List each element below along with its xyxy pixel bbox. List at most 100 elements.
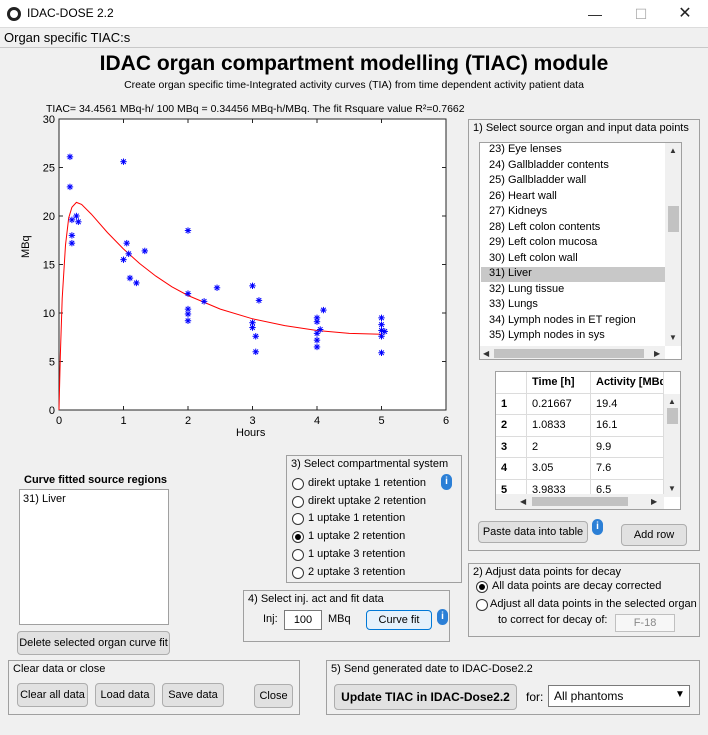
table-scroll-up-icon[interactable]: ▲ bbox=[668, 397, 676, 406]
data-point-34 bbox=[378, 314, 385, 322]
organ-list-vscrollbar[interactable]: ▲ ▼ bbox=[665, 143, 681, 346]
data-point-7 bbox=[120, 158, 127, 165]
compartment-radio[interactable] bbox=[292, 495, 304, 508]
scroll-thumb[interactable] bbox=[668, 206, 679, 232]
table-cell[interactable]: 3.05 bbox=[527, 458, 591, 480]
curve-fitted-item[interactable]: 31) Liver bbox=[23, 493, 66, 505]
clear-all-data-button[interactable]: Clear all data bbox=[17, 683, 88, 707]
phantom-select[interactable]: All phantoms ▼ bbox=[548, 685, 690, 707]
organ-listbox[interactable]: 23) Eye lenses 24) Gallbladder contents 25… bbox=[479, 142, 682, 360]
load-data-button[interactable]: Load data bbox=[95, 683, 155, 707]
nuclide-input[interactable]: F-18 bbox=[615, 614, 675, 632]
scroll-left-icon[interactable]: ◀ bbox=[483, 349, 490, 358]
data-point-32 bbox=[317, 326, 324, 333]
organ-list-item[interactable]: 24) Gallbladder contents bbox=[489, 158, 609, 171]
x-tick-label-2: 2 bbox=[185, 415, 191, 427]
table-cell[interactable]: 9.9 bbox=[591, 436, 664, 458]
organ-list-item[interactable]: 25) Gallbladder wall bbox=[489, 174, 587, 186]
table-scroll-thumb[interactable] bbox=[667, 408, 678, 424]
table-cell[interactable]: 4 bbox=[496, 458, 527, 480]
decay-corrected-radio[interactable] bbox=[476, 581, 488, 593]
table-cell[interactable]: 2 bbox=[496, 415, 527, 437]
table-hscroll-thumb[interactable] bbox=[532, 497, 628, 506]
paste-info-icon[interactable]: i bbox=[592, 519, 603, 535]
scroll-down-icon[interactable]: ▼ bbox=[669, 333, 677, 342]
paste-data-button[interactable]: Paste data into table bbox=[478, 521, 588, 543]
table-header-cell: Time [h] bbox=[527, 372, 591, 394]
organ-list-item[interactable]: 27) Kidneys bbox=[489, 205, 548, 217]
send-panel-title: 5) Send generated date to IDAC-Dose2.2 bbox=[331, 663, 533, 675]
organ-list-item[interactable]: 31) Liver bbox=[489, 267, 532, 279]
organ-list-hscrollbar[interactable]: ◀ ▶ bbox=[480, 346, 665, 359]
delete-curve-fit-button[interactable]: Delete selected organ curve fit bbox=[17, 631, 170, 655]
table-scroll-down-icon[interactable]: ▼ bbox=[668, 484, 676, 493]
hscroll-thumb[interactable] bbox=[494, 349, 644, 358]
data-point-30 bbox=[313, 336, 321, 344]
curve-fitted-listbox[interactable]: 31) Liver bbox=[19, 489, 169, 625]
table-cell[interactable]: 0.21667 bbox=[527, 393, 591, 415]
table-cell[interactable]: 19.4 bbox=[591, 393, 664, 415]
table-vscrollbar[interactable]: ▲ ▼ bbox=[664, 394, 680, 497]
compartment-radio[interactable] bbox=[292, 531, 304, 544]
data-point-5 bbox=[73, 212, 80, 220]
tiac-result-text: TIAC= 34.4561 MBq-h/ 100 MBq = 0.34456 M… bbox=[46, 103, 465, 115]
inj-activity-input[interactable]: 100 bbox=[284, 610, 322, 630]
close-icon[interactable]: ✕ bbox=[678, 5, 692, 22]
maximize-icon[interactable]: ☐ bbox=[634, 6, 648, 22]
close-button[interactable]: Close bbox=[254, 684, 293, 708]
data-point-15 bbox=[184, 290, 192, 297]
data-point-18 bbox=[184, 317, 192, 324]
curve-fit-info-icon[interactable]: i bbox=[437, 609, 448, 625]
table-cell[interactable]: 2 bbox=[527, 436, 591, 458]
organ-list-item[interactable]: 26) Heart wall bbox=[489, 189, 557, 202]
data-point-37 bbox=[378, 333, 385, 340]
compartment-radio[interactable] bbox=[292, 566, 304, 579]
table-scroll-left-icon[interactable]: ◀ bbox=[520, 497, 527, 506]
table-hscrollbar[interactable]: ◀ ▶ bbox=[496, 494, 664, 509]
minimize-icon[interactable]: — bbox=[588, 6, 602, 22]
clear-panel-title: Clear data or close bbox=[13, 663, 106, 675]
compartment-option-label: direkt uptake 2 retention bbox=[308, 494, 427, 507]
organ-list-item[interactable]: 28) Left colon contents bbox=[489, 220, 601, 233]
compartment-info-icon[interactable]: i bbox=[441, 474, 452, 490]
data-point-1 bbox=[66, 183, 74, 191]
save-data-button[interactable]: Save data bbox=[162, 683, 224, 707]
organ-list-item[interactable]: 30) Left colon wall bbox=[489, 251, 578, 264]
table-cell[interactable]: 7.6 bbox=[591, 458, 664, 480]
menu-organ-tiac[interactable]: Organ specific TIAC:s bbox=[4, 30, 131, 45]
organ-selection-highlight bbox=[481, 266, 665, 282]
organ-list-item[interactable]: 35) Lymph nodes in sys bbox=[489, 329, 605, 341]
compartment-radio[interactable] bbox=[292, 478, 304, 490]
update-tiac-button[interactable]: Update TIAC in IDAC-Dose2.2 bbox=[334, 684, 517, 710]
compartment-option-label: 1 uptake 3 retention bbox=[308, 547, 406, 560]
organ-list-item[interactable]: 32) Lung tissue bbox=[489, 282, 565, 295]
send-panel: 5) Send generated date to IDAC-Dose2.2 bbox=[326, 660, 700, 715]
y-axis-label: MBq bbox=[20, 235, 32, 258]
table-cell[interactable]: 1 bbox=[496, 393, 527, 415]
data-point-9 bbox=[123, 239, 130, 247]
compartment-radio[interactable] bbox=[292, 548, 304, 561]
scroll-up-icon[interactable]: ▲ bbox=[669, 146, 677, 155]
x-tick-label-5: 5 bbox=[378, 415, 384, 427]
data-point-38 bbox=[378, 349, 385, 356]
compartment-radio[interactable] bbox=[292, 513, 304, 526]
x-tick-label-4: 4 bbox=[314, 415, 320, 427]
table-cell[interactable]: 1.0833 bbox=[527, 415, 591, 437]
add-row-button[interactable]: Add row bbox=[621, 524, 687, 546]
adjust-decay-radio[interactable] bbox=[476, 599, 488, 611]
y-tick-label-5: 25 bbox=[43, 163, 55, 175]
data-point-24 bbox=[252, 333, 259, 340]
organ-list-item[interactable]: 29) Left colon mucosa bbox=[489, 236, 598, 248]
data-point-14 bbox=[184, 227, 192, 234]
table-scroll-right-icon[interactable]: ▶ bbox=[651, 497, 658, 506]
data-points-table[interactable]: Time [h] Activity [MBq 1 0.21667 19.4 2 1.0833… bbox=[495, 371, 681, 510]
organ-list-item[interactable]: 34) Lymph nodes in ET region bbox=[489, 313, 636, 326]
y-tick-label-2: 10 bbox=[43, 308, 55, 320]
organ-list-item[interactable]: 33) Lungs bbox=[489, 298, 538, 310]
inj-unit: MBq bbox=[328, 613, 351, 625]
table-cell[interactable]: 16.1 bbox=[591, 415, 664, 437]
curve-fit-button[interactable]: Curve fit bbox=[366, 610, 432, 630]
organ-list-item[interactable]: 23) Eye lenses bbox=[489, 143, 562, 155]
table-cell[interactable]: 3 bbox=[496, 436, 527, 458]
scroll-right-icon[interactable]: ▶ bbox=[654, 349, 661, 358]
